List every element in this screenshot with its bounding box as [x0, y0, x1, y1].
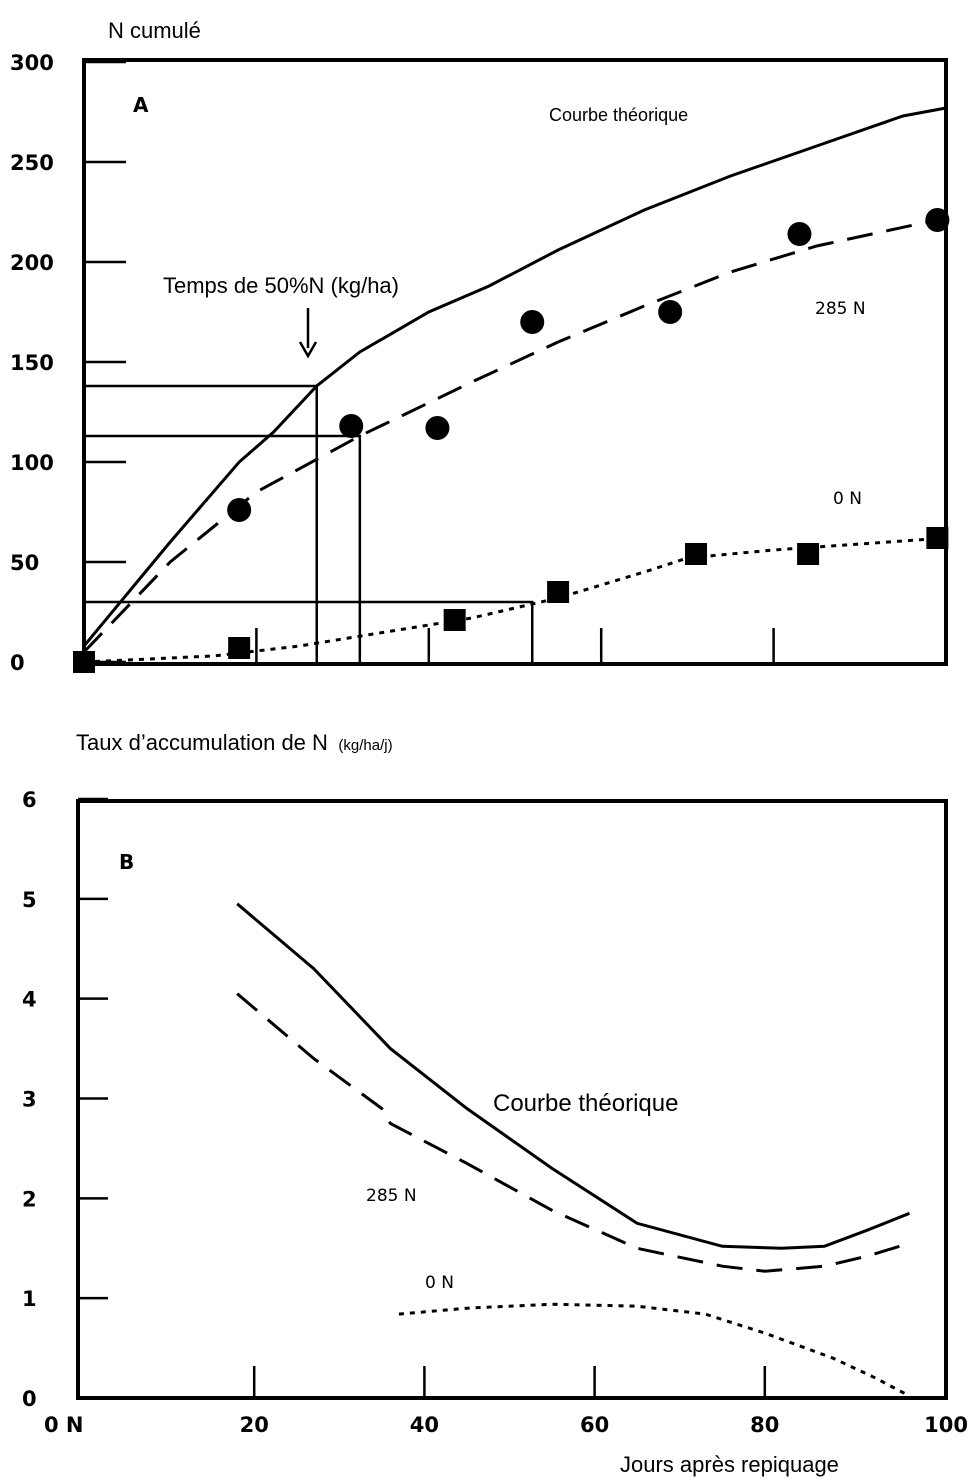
- data-point-square-0-n: [685, 543, 708, 565]
- panel-b-xtick-label: 80: [750, 1413, 779, 1437]
- data-point-circle-285-n: [787, 222, 812, 246]
- panel-b-xtick-label: 0 N: [44, 1413, 84, 1437]
- panel-b-theoretical-label: Courbe théorique: [493, 1090, 678, 1117]
- panel-b-xtick-label: 60: [580, 1413, 609, 1437]
- panel-a-ytick-label: 100: [10, 451, 54, 475]
- reference-line-theoretical_50pct: [84, 384, 318, 662]
- data-point-circle-285-n: [425, 416, 450, 440]
- reference-line-n0_50pct: [84, 600, 534, 662]
- panel-b-ytick-label: 1: [22, 1287, 37, 1311]
- data-point-circle-285-n: [925, 208, 950, 232]
- panel-b-letter: B: [119, 850, 134, 874]
- panel-a-ytick-label: 50: [10, 551, 39, 575]
- panel-a: N cumulé A 0 50 100 150 200 250 300 Courbe thé…: [10, 18, 950, 675]
- panel-b: Taux d’accumulation de N (kg/ha/j) B 0 1 2…: [22, 730, 968, 1477]
- series-line-285-n-dashed: [82, 216, 947, 654]
- data-point-square-0-n: [547, 581, 570, 603]
- panel-b-ytick-label: 4: [22, 988, 37, 1012]
- panel-b-y-axis: 0 1 2 3 4 5 6: [22, 788, 108, 1411]
- panel-b-xtick-label: 100: [924, 1413, 968, 1437]
- reference-line-n285_50pct: [84, 434, 362, 662]
- panel-a-x-axis: [255, 628, 775, 662]
- panel-a-letter: A: [133, 93, 149, 117]
- panel-b-xlabel: Jours après repiquage: [620, 1452, 839, 1477]
- data-point-square-0-n: [797, 543, 820, 565]
- panel-b-ylabel-text: Taux d’accumulation de N: [76, 730, 328, 755]
- panel-a-ytick-label: 300: [10, 51, 54, 75]
- series-line-0-n-dotted: [398, 1302, 911, 1398]
- data-point-square-0-n: [926, 527, 949, 549]
- data-point-square-0-n: [73, 651, 95, 673]
- panel-b-label-0: 0 N: [425, 1273, 454, 1293]
- data-point-circle-285-n: [227, 498, 252, 522]
- panel-a-label-0: 0 N: [833, 489, 862, 509]
- panel-a-ytick-label: 150: [10, 351, 54, 375]
- panel-b-ytick-label: 6: [22, 788, 37, 812]
- panel-b-xtick-label: 20: [240, 1413, 269, 1437]
- panel-b-ytick-label: 0: [22, 1387, 37, 1411]
- panel-b-series: [236, 902, 911, 1398]
- panel-b-ytick-label: 3: [22, 1088, 37, 1112]
- series-line-courbe-th-orique-solid: [236, 902, 911, 1250]
- data-point-square-0-n: [443, 609, 466, 631]
- panel-b-ylabel-unit: (kg/ha/j): [338, 737, 392, 754]
- panel-b-ytick-label: 2: [22, 1187, 37, 1211]
- panel-b-ytick-label: 5: [22, 888, 37, 912]
- panel-a-ytick-label: 200: [10, 251, 54, 275]
- series-line-285-n-dashed: [236, 992, 910, 1273]
- data-point-circle-285-n: [339, 414, 364, 438]
- data-point-square-0-n: [228, 637, 251, 659]
- series-line-courbe-th-orique-solid: [82, 106, 947, 647]
- time-arrow-icon: [298, 308, 318, 359]
- panel-b-label-285: 285 N: [366, 1186, 417, 1206]
- panel-a-ylabel: N cumulé: [108, 18, 201, 43]
- panel-a-label-285: 285 N: [815, 299, 866, 319]
- panel-a-series: [73, 106, 950, 673]
- panel-b-x-axis: 0 N 20 40 60 80 100: [44, 1366, 968, 1437]
- panel-a-ytick-label: 0: [10, 651, 25, 675]
- data-point-circle-285-n: [658, 300, 683, 324]
- panel-b-ylabel: Taux d’accumulation de N (kg/ha/j): [76, 730, 393, 755]
- data-point-circle-285-n: [520, 310, 545, 334]
- panel-a-ytick-label: 250: [10, 151, 54, 175]
- panel-a-theoretical-label: Courbe théorique: [549, 105, 688, 125]
- panel-b-xtick-label: 40: [410, 1413, 439, 1437]
- panel-a-y-axis: 0 50 100 150 200 250 300: [10, 51, 126, 675]
- panel-a-time-label: Temps de 50%N (kg/ha): [163, 273, 399, 298]
